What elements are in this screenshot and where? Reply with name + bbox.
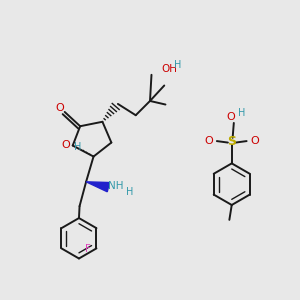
- Text: F: F: [85, 244, 91, 254]
- Text: OH: OH: [161, 64, 177, 74]
- Text: H: H: [74, 142, 82, 152]
- Text: O: O: [226, 112, 235, 122]
- Text: H: H: [126, 187, 134, 197]
- Text: H: H: [238, 108, 245, 118]
- Polygon shape: [86, 182, 110, 192]
- Text: O: O: [62, 140, 70, 150]
- Text: NH: NH: [108, 181, 124, 191]
- Text: S: S: [227, 135, 236, 148]
- Text: H: H: [174, 60, 181, 70]
- Text: O: O: [55, 103, 64, 113]
- Text: O: O: [250, 136, 259, 146]
- Text: O: O: [204, 136, 213, 146]
